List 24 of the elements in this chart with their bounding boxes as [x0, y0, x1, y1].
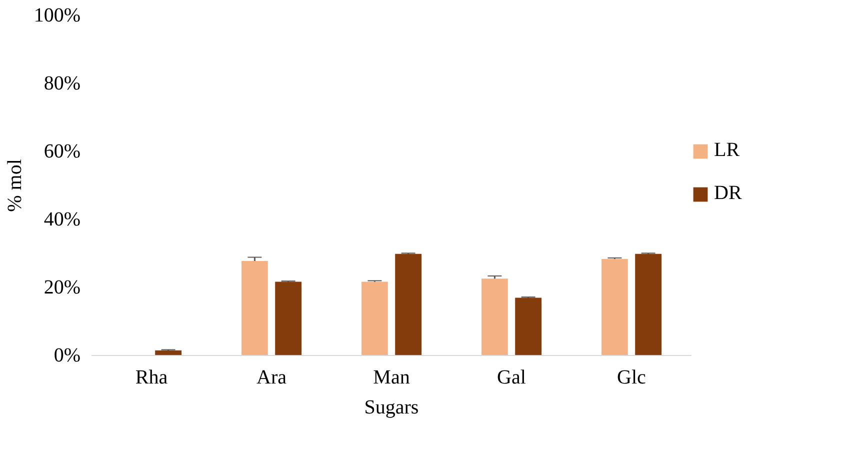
- legend-label: DR: [714, 182, 742, 205]
- x-tick-label: Glc: [617, 366, 646, 388]
- legend-label: LR: [714, 139, 740, 162]
- y-tick-label: 100%: [34, 4, 81, 26]
- bar: [395, 254, 422, 356]
- bar: [155, 350, 182, 356]
- bar: [482, 278, 508, 356]
- y-tick-label: 0%: [54, 344, 81, 366]
- x-tick-label: Man: [373, 366, 410, 388]
- bar: [242, 260, 268, 356]
- bar: [275, 282, 302, 356]
- y-tick-label: 60%: [44, 140, 81, 162]
- bar: [362, 282, 388, 356]
- x-axis-title: Sugars: [364, 396, 419, 418]
- bar: [515, 298, 542, 356]
- x-tick-label: Rha: [135, 366, 168, 388]
- bar: [635, 254, 662, 356]
- bar: [602, 258, 628, 356]
- y-tick-label: 80%: [44, 72, 81, 94]
- x-tick-label: Ara: [256, 366, 287, 388]
- y-tick-label: 40%: [44, 208, 81, 230]
- y-tick-label: 20%: [44, 276, 81, 298]
- y-axis-title: % mol: [4, 158, 26, 212]
- x-tick-label: Gal: [497, 366, 526, 388]
